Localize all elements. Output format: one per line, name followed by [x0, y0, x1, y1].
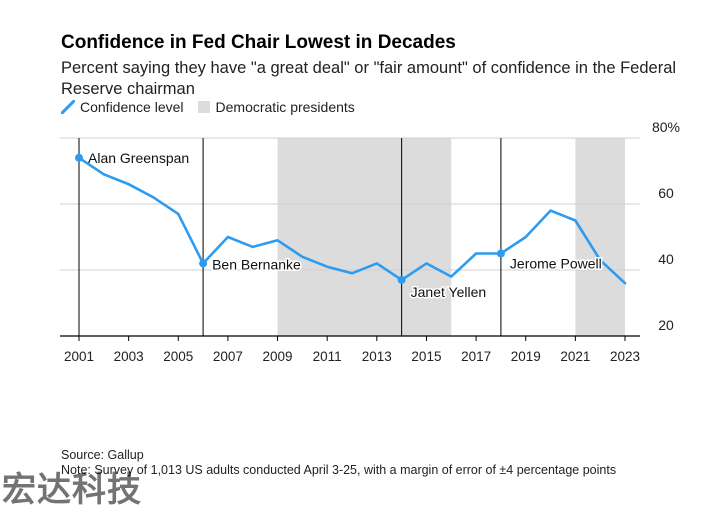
legend: Confidence level Democratic presidents: [61, 98, 369, 116]
chart-subtitle: Percent saying they have "a great deal" …: [61, 59, 677, 98]
chair-point-0: [75, 153, 83, 162]
shaded-range-1: [575, 138, 625, 336]
legend-item-democratic: Democratic presidents: [197, 99, 355, 115]
chair-label-1: Ben Bernanke: [212, 256, 301, 272]
chair-label-0: Alan Greenspan: [88, 150, 189, 166]
source-note: Source: Gallup: [61, 448, 144, 462]
legend-label-confidence: Confidence level: [80, 99, 184, 115]
x-tick-label-2023: 2023: [610, 349, 640, 364]
shaded-range-0: [277, 138, 452, 336]
legend-swatch-democratic: [197, 101, 210, 113]
x-tick-label-2017: 2017: [461, 349, 491, 364]
x-tick-label-2003: 2003: [114, 349, 144, 364]
chair-point-1: [199, 259, 208, 268]
y-tick-label-20: 20: [658, 317, 674, 333]
series-line-confidence: [77, 156, 627, 285]
x-tick-label-2021: 2021: [560, 349, 590, 364]
chair-label-2: Janet Yellen: [411, 284, 487, 300]
y-tick-label-80: 80%: [652, 119, 680, 135]
x-tick-label-2011: 2011: [313, 349, 342, 364]
legend-line-icon: [61, 100, 75, 114]
legend-label-democratic: Democratic presidents: [215, 99, 355, 115]
chair-point-2: [397, 275, 406, 284]
x-tick-label-2009: 2009: [263, 349, 293, 364]
y-tick-label-60: 60: [658, 185, 674, 201]
x-tick-label-2005: 2005: [163, 349, 193, 364]
x-tick-label-2015: 2015: [411, 349, 441, 364]
x-tick-label-2019: 2019: [511, 349, 541, 364]
y-tick-label-40: 40: [658, 251, 674, 267]
chair-label-3: Jerome Powell: [510, 256, 602, 272]
watermark-logo: 宏达科技: [2, 470, 142, 510]
chart-title: Confidence in Fed Chair Lowest in Decade…: [61, 32, 456, 53]
footnote: Note: Survey of 1,013 US adults conducte…: [61, 463, 617, 477]
legend-item-confidence: Confidence level: [61, 99, 184, 115]
chair-point-3: [496, 249, 505, 258]
x-tick-label-2007: 2007: [213, 349, 243, 364]
x-tick-label-2013: 2013: [362, 349, 392, 364]
x-tick-label-2001: 2001: [64, 349, 94, 364]
